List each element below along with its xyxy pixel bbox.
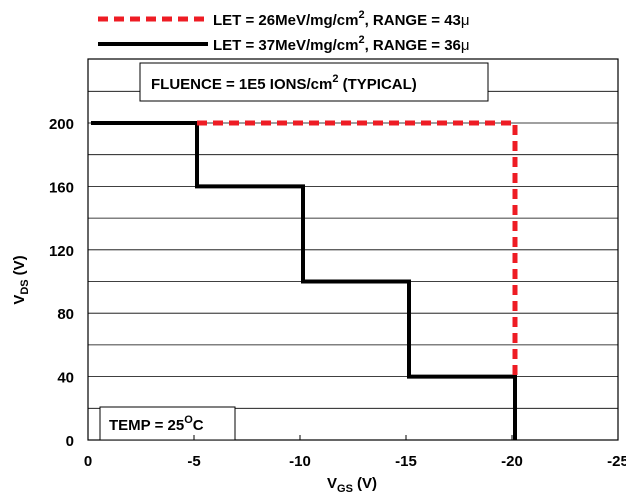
fluence-annotation-box <box>139 62 489 102</box>
x-tick-label: -15 <box>395 453 417 470</box>
y-axis-title: VDS(V) <box>11 255 31 304</box>
x-tick-label: -25 <box>607 453 626 470</box>
series-layer <box>91 120 518 440</box>
series-line-2 <box>91 121 517 440</box>
legend: LET = 26MeV/mg/cm2, RANGE = 43μ LET = 37… <box>98 9 470 54</box>
temp-annotation: TEMP = 25OC <box>109 414 204 434</box>
x-tick-label: -20 <box>501 453 523 470</box>
y-tick-label: 200 <box>49 116 74 133</box>
legend-label-series-1: LET = 26MeV/mg/cm2, RANGE = 43μ <box>213 9 470 29</box>
y-tick-label: 120 <box>49 243 74 260</box>
temp-annotation-box <box>99 406 236 441</box>
x-axis-title: VGS (V) <box>327 475 377 495</box>
y-tick-label: 40 <box>57 370 74 387</box>
axis-ticks: 0 -5 -10 -15 -20 -25 0 40 80 120 160 200 <box>49 116 626 470</box>
series-line-1 <box>197 120 518 377</box>
x-tick-label: 0 <box>84 453 92 470</box>
x-tick-label: -10 <box>289 453 311 470</box>
legend-label-series-2: LET = 37MeV/mg/cm2, RANGE = 36μ <box>213 34 470 54</box>
x-tick-label: -5 <box>187 453 200 470</box>
y-tick-label: 80 <box>57 306 74 323</box>
fluence-annotation: FLUENCE = 1E5 IONS/cm2 (TYPICAL) <box>151 73 417 93</box>
y-tick-label: 160 <box>49 179 74 196</box>
y-tick-label: 0 <box>66 433 74 450</box>
grid <box>88 90 618 409</box>
